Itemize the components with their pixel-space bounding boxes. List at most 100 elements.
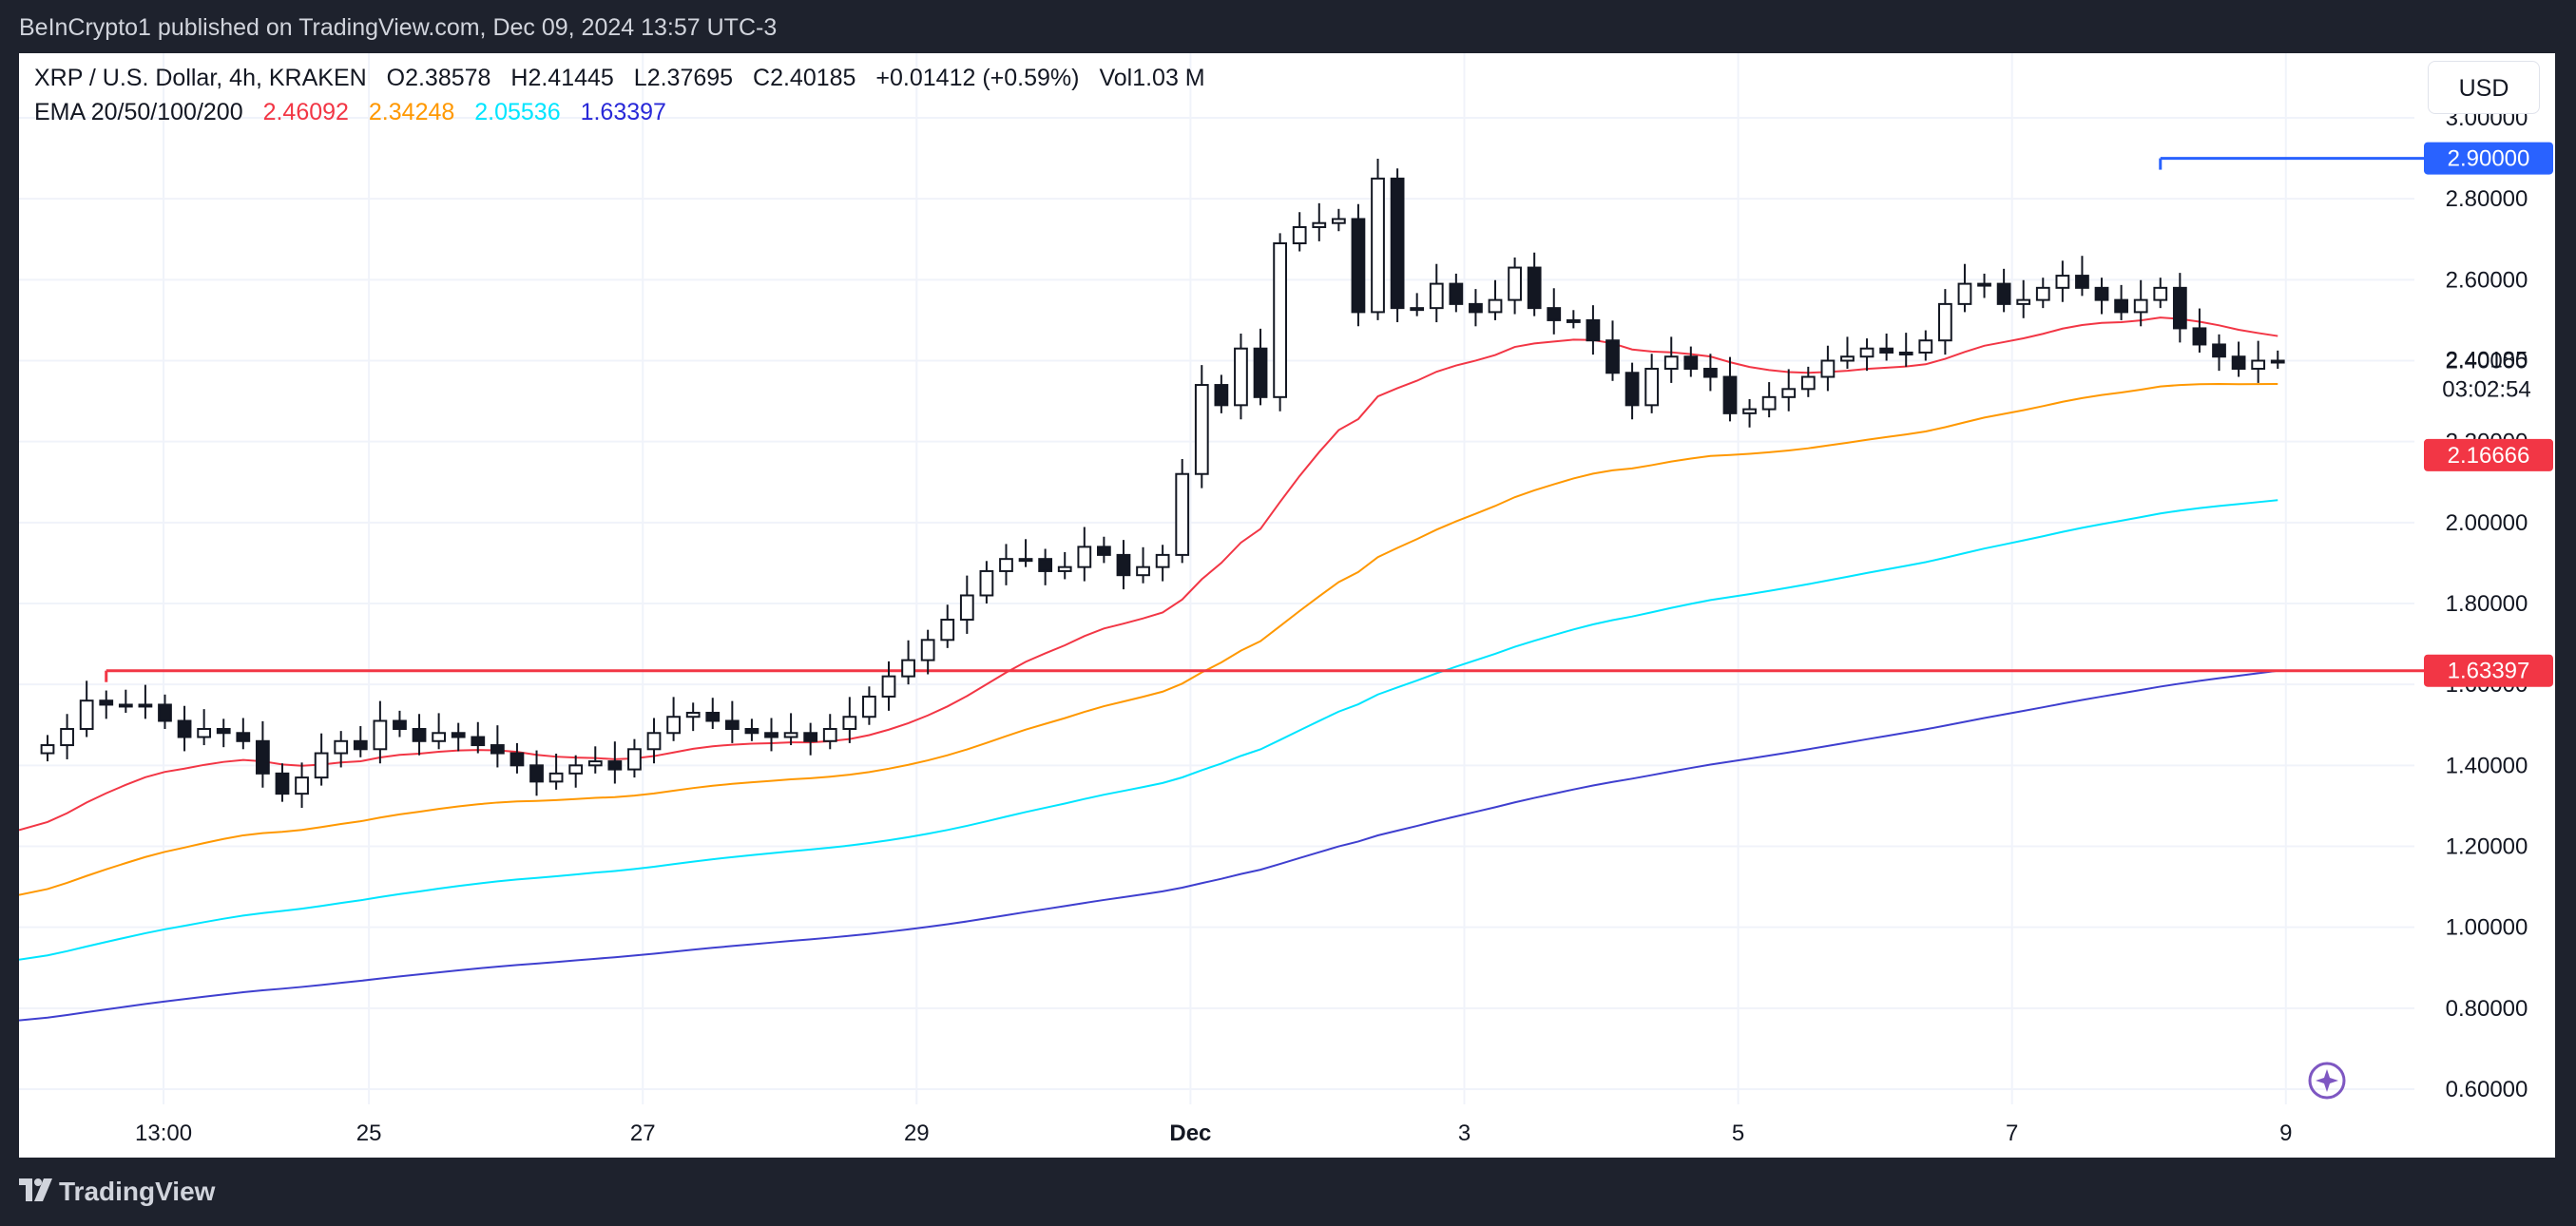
- candle-body: [2035, 286, 2050, 301]
- candle-body: [1038, 558, 1053, 572]
- candle-body: [1488, 298, 1503, 314]
- level-tag-label: 1.63397: [2448, 659, 2530, 684]
- candle-body: [197, 728, 212, 738]
- candle-body: [705, 711, 721, 722]
- level-tag-label: 2.90000: [2448, 146, 2530, 172]
- candle-body: [1449, 282, 1464, 305]
- candle-body: [1312, 221, 1327, 228]
- candle-body: [1136, 565, 1150, 577]
- candle-body: [1018, 558, 1033, 563]
- candle-body: [412, 728, 427, 742]
- candle-body: [979, 569, 994, 597]
- candle-body: [256, 739, 270, 775]
- price-tick-label: 0.80000: [2446, 996, 2528, 1022]
- candle-body: [1077, 546, 1092, 568]
- candle-body: [1742, 408, 1757, 414]
- time-tick-label: 7: [2006, 1121, 2018, 1146]
- price-tick-label: 1.20000: [2446, 834, 2528, 860]
- candle-body: [1351, 218, 1366, 314]
- grid: [19, 53, 2414, 1104]
- candle-body: [920, 639, 935, 661]
- candle-body: [744, 728, 759, 735]
- candle-body: [1547, 307, 1562, 321]
- candle-body: [685, 711, 701, 718]
- price-tick-label: 2.00000: [2446, 510, 2528, 536]
- publisher-text: BeInCrypto1 published on TradingView.com…: [19, 14, 778, 41]
- candle-body: [1331, 218, 1346, 224]
- top-bar: BeInCrypto1 published on TradingView.com…: [0, 0, 2576, 53]
- footer-bar: TradingView: [0, 1158, 2576, 1226]
- candle-body: [1977, 282, 1991, 287]
- candle-body: [1175, 472, 1190, 556]
- time-tick-label: 27: [630, 1121, 656, 1146]
- ema-label: EMA 20/50/100/200: [34, 99, 243, 125]
- price-tick-label: 1.00000: [2446, 915, 2528, 941]
- price-axis[interactable]: 3.000002.800002.600002.400002.200002.000…: [2446, 105, 2528, 1102]
- candle-body: [724, 719, 740, 731]
- candle-body: [216, 728, 231, 735]
- time-axis[interactable]: 13:00 25 27 29 Dec 3 5 7 9: [135, 1121, 2292, 1146]
- ema20-value: 2.46092: [262, 99, 349, 125]
- time-tick-label: 5: [1732, 1121, 1744, 1146]
- candle-body: [1624, 372, 1640, 407]
- candle-body: [568, 764, 584, 775]
- candle-body: [158, 703, 172, 722]
- candle-body: [1644, 368, 1660, 407]
- candle-body: [822, 728, 837, 742]
- candle-body: [1586, 318, 1601, 342]
- candle-body: [1996, 282, 2011, 305]
- change-value: +0.01412 (+0.59%): [875, 65, 1080, 91]
- chart-panel[interactable]: 3.000002.800002.600002.400002.200002.000…: [19, 53, 2555, 1158]
- candle-body: [2192, 327, 2207, 346]
- candle-body: [1879, 347, 1894, 354]
- candle-body: [1527, 266, 1542, 310]
- candle-body: [1781, 388, 1797, 398]
- candle-body: [373, 719, 388, 751]
- candle-body: [1273, 242, 1287, 398]
- tradingview-logo-icon: [19, 1178, 52, 1201]
- candle-body: [1234, 347, 1248, 407]
- candle-body: [1292, 225, 1307, 245]
- candle-body: [1508, 266, 1522, 301]
- candle-body: [2212, 343, 2226, 358]
- ema50-value: 2.34248: [368, 99, 455, 125]
- candle-body: [2016, 298, 2031, 305]
- watchlist-star-icon[interactable]: [2308, 1062, 2346, 1100]
- candle-body: [1469, 302, 1483, 314]
- candle-body: [1918, 339, 1933, 354]
- candle-body: [1683, 355, 1699, 371]
- candle-body: [1429, 282, 1444, 310]
- price-label: 2.40185: [2446, 348, 2528, 374]
- candle-body: [1410, 307, 1425, 312]
- chart-canvas[interactable]: 3.000002.800002.600002.400002.200002.000…: [19, 53, 2555, 1158]
- candle-body: [999, 558, 1013, 572]
- ema100-value: 2.05536: [474, 99, 561, 125]
- candle-body: [40, 744, 55, 755]
- candle-body: [1663, 355, 1679, 371]
- candle-body: [79, 699, 94, 731]
- candle-body: [236, 732, 251, 742]
- candles: [40, 159, 2285, 809]
- candle-body: [1605, 339, 1620, 374]
- candle-body: [1194, 384, 1209, 475]
- candle-body: [646, 732, 662, 751]
- price-tick-label: 1.40000: [2446, 753, 2528, 778]
- candle-body: [1155, 553, 1170, 568]
- candle-body: [451, 732, 466, 738]
- candle-body: [509, 752, 525, 767]
- candle-body: [177, 719, 192, 738]
- candle-body: [1898, 351, 1913, 355]
- level-tag: [2424, 142, 2553, 175]
- candle-body: [1957, 282, 1972, 305]
- symbol-name[interactable]: XRP / U.S. Dollar, 4h, KRAKEN: [34, 65, 367, 91]
- candle-body: [1840, 355, 1855, 362]
- candle-body: [2153, 286, 2168, 301]
- ema-legend[interactable]: EMA 20/50/100/200 2.46092 2.34248 2.0553…: [34, 99, 666, 126]
- time-tick-label: 9: [2279, 1121, 2292, 1146]
- currency-button[interactable]: USD: [2428, 61, 2540, 114]
- price-label: 03:02:54: [2442, 376, 2530, 402]
- candle-body: [138, 703, 153, 708]
- candle-body: [1722, 375, 1738, 414]
- level-tag: [2424, 438, 2553, 471]
